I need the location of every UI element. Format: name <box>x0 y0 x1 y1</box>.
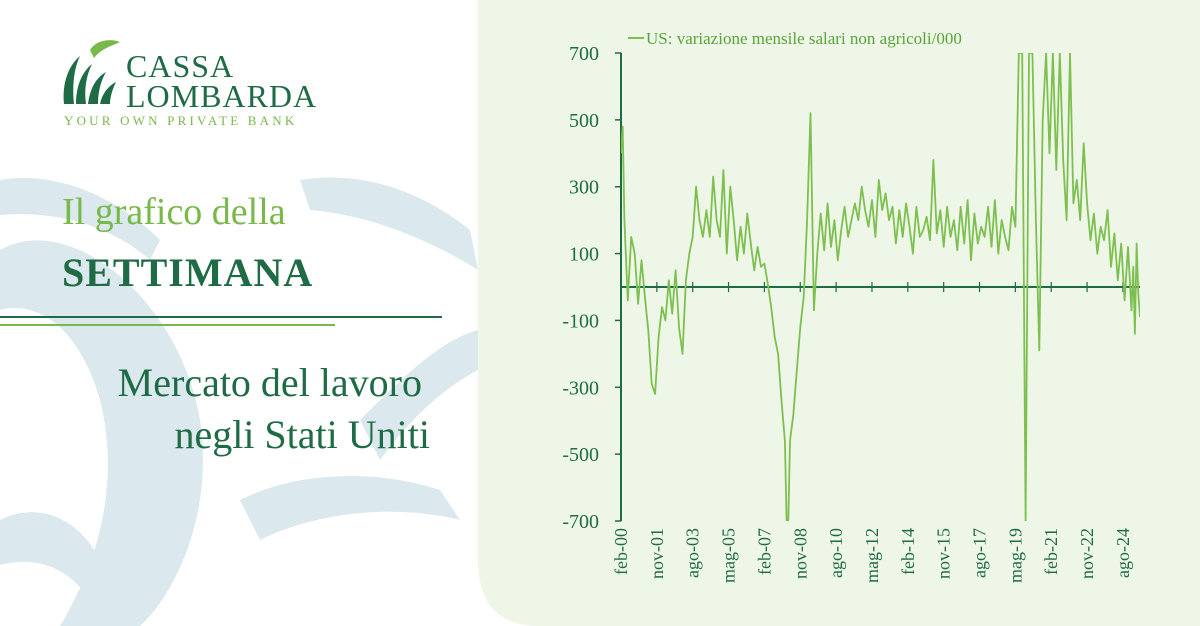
x-tick-label: nov-08 <box>790 528 810 579</box>
headline-line2: SETTIMANA <box>62 250 314 295</box>
x-tick-label: ago-10 <box>826 528 846 578</box>
brand-name-line2: LOMBARDA <box>126 78 318 114</box>
x-axis-ticks: feb-00 nov-01 ago-03 mag-05 feb-07 nov-08 ago-… <box>611 282 1133 583</box>
y-tick-label: 500 <box>569 110 599 132</box>
decor-brush-5 <box>0 512 100 600</box>
y-axis-ticks: 700 500 300 100 -100 -300 -500 -700 <box>562 43 621 533</box>
series-line-payrolls <box>621 53 1140 521</box>
x-tick-label: feb-14 <box>898 528 918 575</box>
chart-legend: US: variazione mensile salari non agrico… <box>628 29 962 48</box>
subtitle-line2: negli Stati Uniti <box>174 412 430 457</box>
x-tick-label: mag-12 <box>862 528 882 583</box>
decor-brush-4 <box>300 177 478 270</box>
legend-label: US: variazione mensile salari non agrico… <box>646 29 962 48</box>
x-tick-label: ago-17 <box>970 528 990 578</box>
decor-brush-3 <box>240 476 460 540</box>
brand-name-line1: CASSA <box>126 48 235 84</box>
y-tick-label: 300 <box>569 177 599 199</box>
decor-brush-6 <box>360 330 478 460</box>
y-tick-label: -100 <box>562 310 599 332</box>
x-tick-label: ago-24 <box>1113 528 1133 578</box>
subtitle-line1: Mercato del lavoro <box>117 360 422 405</box>
divider-light <box>0 324 335 326</box>
x-tick-label: nov-22 <box>1077 528 1097 579</box>
x-tick-label: feb-07 <box>754 528 774 575</box>
y-tick-label: 100 <box>569 244 599 266</box>
brand-tagline: YOUR OWN PRIVATE BANK <box>64 113 298 128</box>
x-tick-label: mag-05 <box>719 528 739 583</box>
y-tick-label: 700 <box>569 43 599 65</box>
x-tick-label: nov-01 <box>647 528 667 579</box>
logo-icon <box>63 40 120 104</box>
decor-brush-2 <box>0 178 160 260</box>
headline-line1: Il grafico della <box>62 191 286 233</box>
chart-panel-background <box>478 0 1200 626</box>
y-tick-label: -700 <box>562 511 599 533</box>
x-tick-label: feb-00 <box>611 528 631 575</box>
y-tick-label: -300 <box>562 377 599 399</box>
x-tick-label: feb-21 <box>1041 528 1061 575</box>
divider-dark <box>0 316 442 318</box>
x-tick-label: nov-15 <box>934 528 954 579</box>
x-tick-label: ago-03 <box>683 528 703 578</box>
x-tick-label: mag-19 <box>1005 528 1025 583</box>
decor-brush-1 <box>0 240 203 626</box>
y-tick-label: -500 <box>562 444 599 466</box>
